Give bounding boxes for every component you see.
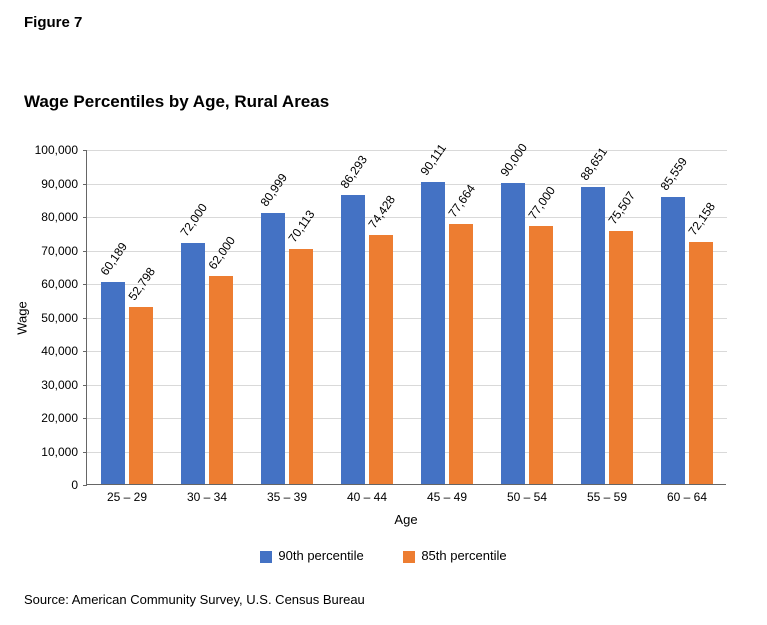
x-tick-label: 30 – 34	[187, 490, 227, 504]
y-tick-label: 40,000	[18, 344, 78, 358]
legend-swatch-85th	[403, 551, 415, 563]
bar	[181, 243, 205, 484]
bar-value-label: 75,507	[606, 189, 639, 227]
bar-value-label: 60,189	[98, 240, 131, 278]
legend-label-85th: 85th percentile	[421, 548, 506, 563]
y-tick-label: 20,000	[18, 411, 78, 425]
bar-value-label: 86,293	[338, 153, 371, 191]
bar	[261, 213, 285, 484]
x-tick-label: 60 – 64	[667, 490, 707, 504]
bar	[501, 183, 525, 485]
bar-value-label: 90,111	[418, 142, 449, 179]
legend-item-85th: 85th percentile	[403, 548, 506, 563]
bar-value-label: 90,000	[498, 140, 531, 178]
y-tick-label: 100,000	[18, 143, 78, 157]
y-tick	[83, 284, 87, 285]
source-text: Source: American Community Survey, U.S. …	[24, 592, 365, 607]
y-tick	[83, 452, 87, 453]
gridline	[87, 150, 727, 151]
bar	[421, 182, 445, 484]
y-tick	[83, 418, 87, 419]
plot-region: 010,00020,00030,00040,00050,00060,00070,…	[86, 150, 726, 485]
bar	[129, 307, 153, 484]
legend-item-90th: 90th percentile	[260, 548, 363, 563]
y-tick	[83, 251, 87, 252]
bar	[689, 242, 713, 484]
x-axis-label: Age	[394, 512, 417, 527]
y-tick	[83, 217, 87, 218]
bar-value-label: 62,000	[206, 234, 239, 272]
bar	[529, 226, 553, 484]
bar-value-label: 80,999	[258, 171, 291, 209]
y-tick-label: 60,000	[18, 277, 78, 291]
y-tick	[83, 318, 87, 319]
y-tick	[83, 485, 87, 486]
bar-value-label: 74,428	[366, 193, 399, 231]
y-tick	[83, 385, 87, 386]
bar-value-label: 72,158	[686, 200, 719, 238]
bar	[609, 231, 633, 484]
y-tick	[83, 150, 87, 151]
bar	[369, 235, 393, 484]
y-tick-label: 80,000	[18, 210, 78, 224]
x-tick-label: 55 – 59	[587, 490, 627, 504]
x-tick-label: 45 – 49	[427, 490, 467, 504]
chart-title: Wage Percentiles by Age, Rural Areas	[24, 92, 329, 112]
y-tick-label: 30,000	[18, 378, 78, 392]
y-tick-label: 70,000	[18, 244, 78, 258]
y-tick	[83, 184, 87, 185]
x-tick-label: 35 – 39	[267, 490, 307, 504]
gridline	[87, 184, 727, 185]
y-tick	[83, 351, 87, 352]
bar	[341, 195, 365, 484]
bar	[289, 249, 313, 484]
bar	[581, 187, 605, 484]
bar-value-label: 85,559	[658, 155, 691, 193]
x-tick-label: 50 – 54	[507, 490, 547, 504]
figure-label: Figure 7	[24, 14, 82, 31]
legend-label-90th: 90th percentile	[278, 548, 363, 563]
y-tick-label: 90,000	[18, 177, 78, 191]
x-tick-label: 25 – 29	[107, 490, 147, 504]
bar	[449, 224, 473, 484]
x-tick-label: 40 – 44	[347, 490, 387, 504]
y-axis-label: Wage	[15, 301, 30, 334]
chart-area: 010,00020,00030,00040,00050,00060,00070,…	[86, 150, 726, 485]
bar	[209, 276, 233, 484]
bar-value-label: 70,113	[286, 208, 318, 245]
y-tick-label: 0	[18, 478, 78, 492]
bar-value-label: 72,000	[178, 201, 211, 239]
bar-value-label: 77,664	[446, 182, 479, 220]
legend-swatch-90th	[260, 551, 272, 563]
legend: 90th percentile 85th percentile	[0, 548, 767, 563]
bar	[101, 282, 125, 484]
bar	[661, 197, 685, 484]
y-tick-label: 10,000	[18, 445, 78, 459]
gridline	[87, 217, 727, 218]
